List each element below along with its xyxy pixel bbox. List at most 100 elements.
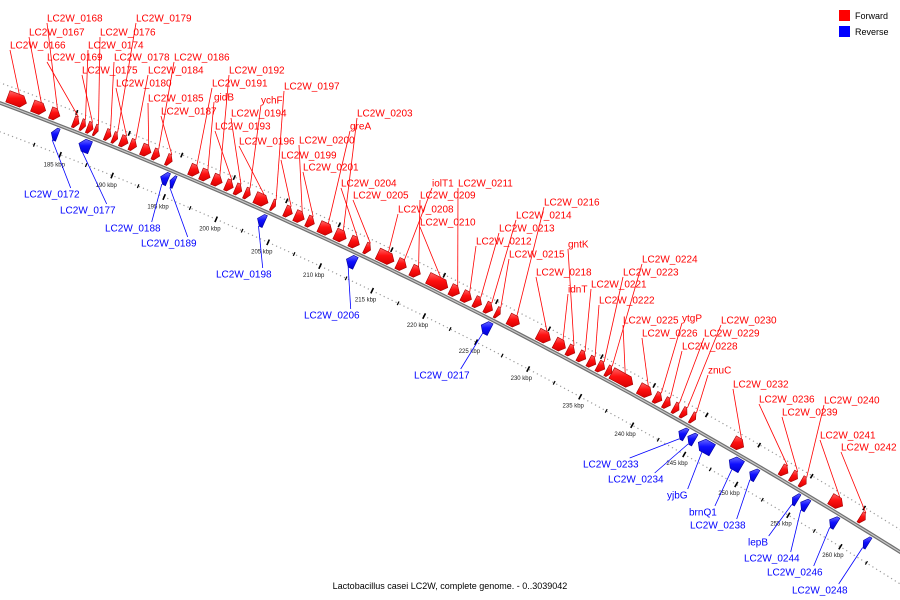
reverse-gene-lc2w-0234[interactable]	[687, 432, 699, 447]
forward-gene-lc2w-0224[interactable]	[603, 364, 613, 377]
forward-gene-lc2w-0236[interactable]	[777, 463, 789, 477]
forward-gene-lc2w-0201[interactable]	[304, 214, 315, 228]
forward-gene-lc2w-0230[interactable]	[678, 406, 688, 419]
forward-gene-label[interactable]: znuC	[708, 366, 731, 377]
forward-gene-lc2w-0215[interactable]	[492, 306, 501, 319]
forward-gene-label[interactable]: LC2W_0196	[239, 137, 295, 148]
forward-gene-label[interactable]: LC2W_0174	[88, 41, 144, 52]
forward-gene-lc2w-0225[interactable]	[608, 367, 634, 388]
forward-gene-label[interactable]: LC2W_0204	[341, 179, 397, 190]
reverse-gene-label[interactable]: LC2W_0177	[60, 206, 116, 217]
forward-gene-label[interactable]: LC2W_0210	[420, 218, 476, 229]
reverse-gene-lepb[interactable]	[791, 493, 802, 507]
reverse-gene-label[interactable]: LC2W_0206	[304, 311, 360, 322]
forward-gene-lc2w-0180[interactable]	[118, 134, 129, 148]
forward-gene-lc2w-0178[interactable]	[102, 128, 112, 141]
reverse-gene-yjbg[interactable]	[697, 438, 716, 457]
forward-gene-label[interactable]: idnT	[568, 285, 587, 296]
reverse-gene-lc2w-0233[interactable]	[678, 427, 690, 442]
forward-gene-label[interactable]: ytgP	[682, 314, 702, 325]
reverse-gene-label[interactable]: yjbG	[667, 491, 688, 502]
forward-gene-label[interactable]: LC2W_0203	[357, 109, 413, 120]
reverse-gene-label[interactable]: LC2W_0188	[105, 224, 161, 235]
forward-gene-label[interactable]: LC2W_0215	[509, 250, 565, 261]
forward-gene-grea[interactable]	[316, 220, 333, 236]
forward-gene-label[interactable]: LC2W_0239	[782, 408, 838, 419]
forward-gene-label[interactable]: LC2W_0194	[231, 109, 287, 120]
forward-gene-lc2w-0226[interactable]	[635, 382, 652, 398]
forward-gene-label[interactable]: LC2W_0218	[536, 268, 592, 279]
reverse-gene-label[interactable]: LC2W_0198	[216, 270, 272, 281]
reverse-gene-lc2w-0206[interactable]	[346, 254, 359, 270]
forward-gene-label[interactable]: LC2W_0178	[114, 53, 170, 64]
forward-gene-label[interactable]: LC2W_0242	[841, 443, 897, 454]
forward-gene-lc2w-0240[interactable]	[797, 475, 807, 488]
forward-gene-label[interactable]: LC2W_0169	[47, 53, 103, 64]
reverse-gene-label[interactable]: LC2W_0244	[744, 554, 800, 565]
forward-gene-label[interactable]: ychF	[261, 96, 283, 107]
reverse-gene-label[interactable]: LC2W_0172	[24, 190, 80, 201]
forward-gene-label[interactable]: LC2W_0209	[420, 191, 476, 202]
forward-gene-lc2w-0214[interactable]	[482, 300, 493, 314]
forward-gene-lc2w-0213[interactable]	[471, 295, 482, 309]
forward-gene-lc2w-0241[interactable]	[827, 493, 844, 509]
forward-gene-label[interactable]: LC2W_0240	[824, 396, 880, 407]
forward-gene-label[interactable]: LC2W_0230	[721, 316, 777, 327]
reverse-gene-label[interactable]: LC2W_0189	[141, 239, 197, 250]
forward-gene-lc2w-0186[interactable]	[150, 147, 161, 161]
forward-gene-label[interactable]: LC2W_0166	[10, 41, 66, 52]
reverse-gene-lc2w-0198[interactable]	[257, 214, 268, 228]
forward-gene-lc2w-0192[interactable]	[210, 172, 223, 187]
forward-gene-label[interactable]: LC2W_0236	[759, 395, 815, 406]
reverse-gene-label[interactable]: LC2W_0234	[608, 475, 664, 486]
forward-gene-label[interactable]: LC2W_0199	[281, 151, 337, 162]
forward-gene-lc2w-0239[interactable]	[788, 469, 798, 483]
forward-gene-lc2w-0197[interactable]	[268, 198, 277, 211]
forward-gene-label[interactable]: LC2W_0193	[215, 122, 271, 133]
forward-gene-label[interactable]: iolT1	[432, 179, 454, 190]
forward-gene-label[interactable]: LC2W_0179	[136, 14, 192, 25]
forward-gene-label[interactable]: greA	[350, 122, 371, 133]
reverse-gene-lc2w-0188[interactable]	[160, 172, 171, 187]
forward-gene-label[interactable]: LC2W_0216	[544, 198, 600, 209]
reverse-gene-label[interactable]: LC2W_0248	[792, 586, 848, 597]
reverse-gene-lc2w-0246[interactable]	[829, 516, 841, 530]
forward-gene-lc2w-0179[interactable]	[110, 131, 119, 144]
forward-gene-lc2w-0208[interactable]	[374, 247, 395, 265]
forward-gene-idnt[interactable]	[551, 336, 566, 352]
reverse-gene-lc2w-0177[interactable]	[78, 138, 93, 155]
reverse-gene-lc2w-0172[interactable]	[50, 127, 61, 142]
forward-gene-lc2w-0203[interactable]	[332, 227, 347, 243]
forward-gene-label[interactable]: LC2W_0205	[353, 191, 409, 202]
forward-gene-lc2w-0176[interactable]	[91, 123, 99, 137]
forward-gene-label[interactable]: gntK	[568, 240, 589, 251]
forward-gene-lc2w-0204[interactable]	[347, 234, 360, 249]
forward-gene-label[interactable]: LC2W_0226	[642, 329, 698, 340]
reverse-gene-brnq1[interactable]	[728, 456, 745, 474]
forward-gene-lc2w-0211[interactable]	[447, 283, 460, 297]
forward-gene-lc2w-0221[interactable]	[575, 349, 587, 363]
forward-gene-lc2w-0242[interactable]	[856, 511, 866, 524]
forward-gene-label[interactable]: LC2W_0214	[516, 211, 572, 222]
forward-gene-label[interactable]: LC2W_0222	[599, 296, 655, 307]
forward-gene-label[interactable]: LC2W_0187	[161, 107, 217, 118]
reverse-gene-label[interactable]: lepB	[748, 538, 768, 549]
forward-gene-lc2w-0166[interactable]	[5, 90, 27, 108]
forward-gene-label[interactable]: LC2W_0200	[299, 136, 355, 147]
forward-gene-label[interactable]: LC2W_0223	[623, 268, 679, 279]
forward-gene-ytgp[interactable]	[651, 390, 663, 404]
reverse-gene-lc2w-0238[interactable]	[749, 468, 761, 483]
forward-gene-label[interactable]: LC2W_0228	[682, 342, 738, 353]
forward-gene-lc2w-0223[interactable]	[594, 359, 606, 373]
forward-gene-label[interactable]: LC2W_0197	[284, 82, 340, 93]
forward-gene-label[interactable]: LC2W_0213	[499, 224, 555, 235]
forward-gene-lc2w-0184[interactable]	[127, 138, 137, 151]
reverse-gene-label[interactable]: LC2W_0217	[414, 371, 470, 382]
forward-gene-lc2w-0228[interactable]	[660, 396, 671, 409]
forward-gene-lc2w-0209[interactable]	[408, 263, 421, 278]
forward-gene-label[interactable]: LC2W_0167	[29, 28, 85, 39]
reverse-gene-label[interactable]: LC2W_0238	[690, 521, 746, 532]
forward-gene-lc2w-0205[interactable]	[362, 241, 371, 255]
forward-gene-znuc[interactable]	[687, 411, 697, 424]
forward-gene-lc2w-0168[interactable]	[48, 106, 61, 121]
